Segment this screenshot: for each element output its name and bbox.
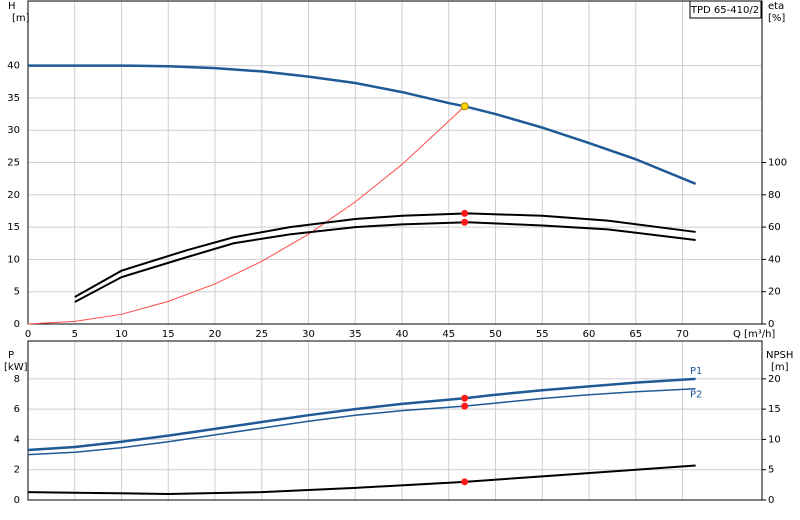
curve bbox=[74, 221, 696, 303]
operating-point bbox=[461, 402, 469, 410]
x-tick-label: 25 bbox=[255, 329, 268, 340]
y2-tick-label: 40 bbox=[768, 254, 781, 265]
y2-tick-label: 60 bbox=[768, 222, 781, 233]
y-tick-label: 8 bbox=[14, 374, 20, 385]
x-tick-label: 15 bbox=[162, 329, 175, 340]
y2-tick-label: 20 bbox=[768, 287, 781, 298]
plot-frame bbox=[27, 0, 763, 325]
x-tick-label: 35 bbox=[349, 329, 362, 340]
y2-tick-label: 0 bbox=[768, 319, 774, 330]
x-tick-label: 50 bbox=[489, 329, 502, 340]
y2-unit: [m] bbox=[771, 362, 789, 373]
y2-label: NPSH bbox=[766, 350, 793, 361]
operating-point bbox=[461, 218, 469, 226]
y-tick-label: 5 bbox=[14, 287, 20, 298]
y2-unit: [%] bbox=[768, 13, 785, 24]
y2-tick-label: 80 bbox=[768, 190, 781, 201]
x-tick-label: 45 bbox=[442, 329, 455, 340]
plot-frame bbox=[27, 340, 763, 501]
y-tick-label: 15 bbox=[7, 222, 20, 233]
x-tick-label: 0 bbox=[25, 329, 31, 340]
curve-label: P2 bbox=[690, 390, 702, 401]
y-unit: [kW] bbox=[4, 362, 28, 373]
curve bbox=[27, 464, 696, 495]
curve bbox=[27, 105, 466, 325]
x-tick-label: 55 bbox=[536, 329, 549, 340]
y2-tick-label: 15 bbox=[768, 404, 781, 415]
curve-label: P1 bbox=[690, 366, 702, 377]
y2-tick-label: 10 bbox=[768, 434, 781, 445]
x-tick-label: 60 bbox=[583, 329, 596, 340]
operating-point bbox=[460, 102, 469, 111]
y-tick-label: 25 bbox=[7, 158, 20, 169]
x-tick-label: 70 bbox=[676, 329, 689, 340]
y-tick-label: 6 bbox=[14, 404, 20, 415]
x-axis-label: Q [m³/h] bbox=[733, 329, 775, 340]
y-tick-label: 2 bbox=[14, 465, 20, 476]
x-tick-label: 20 bbox=[209, 329, 222, 340]
y-tick-label: 0 bbox=[14, 495, 20, 506]
operating-point bbox=[461, 209, 469, 217]
x-tick-label: 10 bbox=[115, 329, 128, 340]
y-tick-label: 20 bbox=[7, 190, 20, 201]
y-unit: [m] bbox=[12, 13, 30, 24]
curve bbox=[74, 212, 696, 298]
curve bbox=[28, 64, 697, 185]
x-tick-label: 5 bbox=[72, 329, 78, 340]
y2-tick-label: 100 bbox=[768, 158, 787, 169]
y-tick-label: 4 bbox=[14, 434, 20, 445]
curve bbox=[27, 377, 696, 452]
x-tick-label: 30 bbox=[302, 329, 315, 340]
y-tick-label: 35 bbox=[7, 93, 20, 104]
y-tick-label: 30 bbox=[7, 125, 20, 136]
y2-tick-label: 0 bbox=[768, 495, 774, 506]
y-tick-label: 10 bbox=[7, 254, 20, 265]
y2-tick-label: 5 bbox=[768, 465, 774, 476]
label-box-text: TPD 65-410/2 bbox=[690, 5, 759, 16]
y-label: P bbox=[8, 350, 14, 361]
y-tick-label: 0 bbox=[14, 319, 20, 330]
label-box bbox=[689, 0, 762, 19]
operating-point bbox=[461, 478, 469, 486]
y-tick-label: 40 bbox=[7, 61, 20, 72]
curve bbox=[27, 387, 696, 456]
x-tick-label: 65 bbox=[629, 329, 642, 340]
x-tick-label: 40 bbox=[396, 329, 409, 340]
y2-label: eta bbox=[768, 1, 784, 12]
operating-point bbox=[461, 394, 469, 402]
y2-tick-label: 20 bbox=[768, 374, 781, 385]
y-label: H bbox=[8, 1, 16, 12]
